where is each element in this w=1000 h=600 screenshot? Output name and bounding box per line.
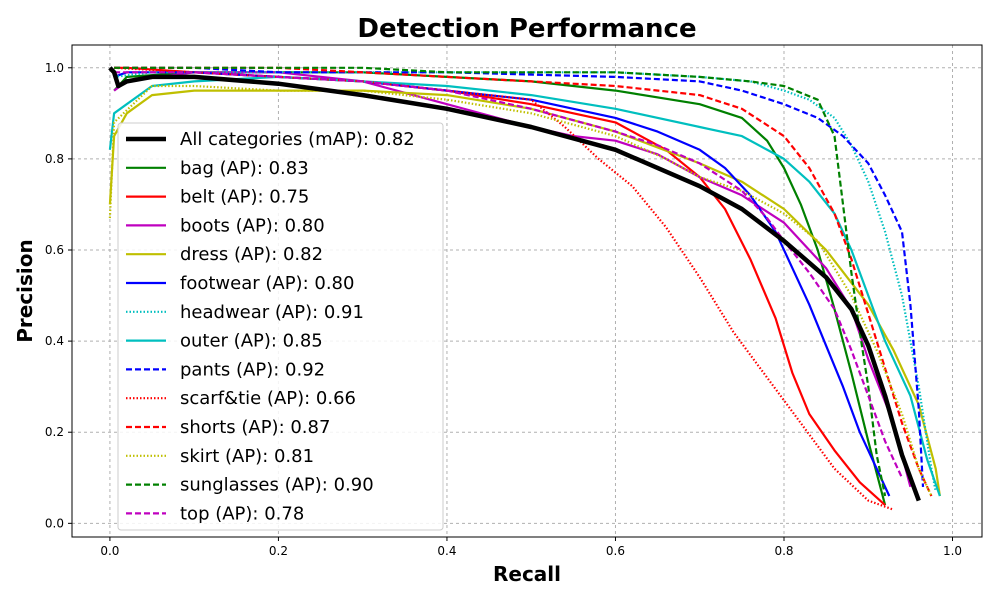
x-tick-label: 0.6 [606,544,625,558]
series-line-headwear [113,71,937,492]
series-line-top [114,71,903,479]
series-lines [108,66,941,511]
y-tick-label: 0.2 [45,425,64,439]
x-tick-label: 0.8 [774,544,793,558]
x-tick-label: 0.0 [100,544,119,558]
legend-label-bag: bag (AP): 0.83 [180,158,309,179]
legend-label-pants: pants (AP): 0.92 [180,359,325,380]
legend-label-skirt: skirt (AP): 0.81 [180,446,314,467]
legend-label-scarf-tie: scarf&tie (AP): 0.66 [180,388,356,409]
x-tick-label: 1.0 [943,544,962,558]
x-axis-label: Recall [493,562,561,586]
series-line-sunglasses [114,66,887,497]
series-line-skirt [108,84,933,497]
legend-label-headwear: headwear (AP): 0.91 [180,302,364,323]
series-line-shorts [114,66,933,497]
legend-label-dress: dress (AP): 0.82 [180,244,323,265]
y-tick-label: 1.0 [45,61,64,75]
series-line-all-categories [108,66,921,502]
chart-title: Detection Performance [357,14,696,44]
y-tick-label: 0.0 [45,516,64,530]
plot-frame [71,44,983,538]
legend-label-outer: outer (AP): 0.85 [180,331,323,352]
legend-label-boots: boots (AP): 0.80 [180,215,325,236]
y-tick-label: 0.6 [45,243,64,257]
legend-label-sunglasses: sunglasses (AP): 0.90 [180,475,374,496]
x-tick-label: 0.4 [437,544,456,558]
legend: All categories (mAP): 0.82 bag (AP): 0.83… [117,122,444,531]
x-tick-label: 0.2 [269,544,288,558]
legend-label-top: top (AP): 0.78 [180,503,304,524]
axis-ticks: 0.0 0.2 0.4 0.6 0.8 1.0 0.0 0.2 0.4 0.6 0.8 1.0 [45,61,962,558]
legend-label-footwear: footwear (AP): 0.80 [180,273,354,294]
y-tick-label: 0.8 [45,152,64,166]
y-tick-label: 0.4 [45,334,64,348]
legend-label-belt: belt (AP): 0.75 [180,187,309,208]
y-axis-label: Precision [13,239,37,343]
series-line-outer [108,75,941,497]
legend-label-all-categories: All categories (mAP): 0.82 [180,129,415,150]
legend-label-shorts: shorts (AP): 0.87 [180,417,330,438]
legend-box [117,122,444,531]
